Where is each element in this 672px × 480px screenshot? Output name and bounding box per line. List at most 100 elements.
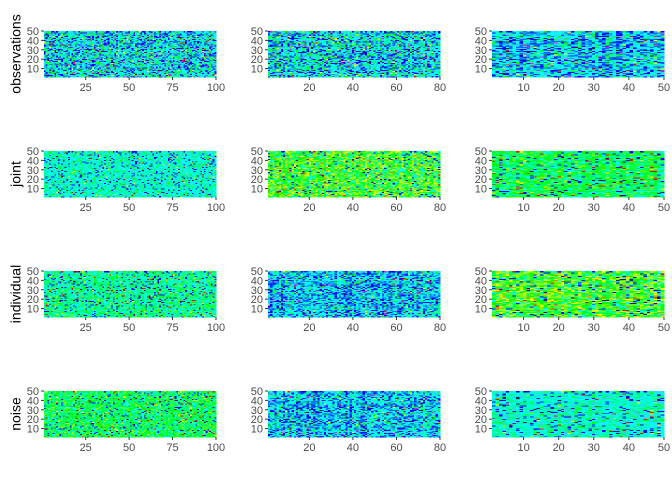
heatmap-cell <box>140 63 143 65</box>
heatmap-cell <box>190 65 193 68</box>
heatmap-cell <box>126 73 129 75</box>
heatmap-cell <box>104 67 107 70</box>
heatmap-cell <box>138 61 141 63</box>
heatmap-cell <box>105 72 109 74</box>
heatmap-cell <box>93 76 97 78</box>
heatmap-cell <box>200 66 203 69</box>
heatmap-cell <box>95 64 98 66</box>
heatmap-cell <box>62 69 66 72</box>
heatmap-cell <box>193 64 196 66</box>
heatmap-cell <box>68 62 71 64</box>
heatmap-cell <box>114 71 117 73</box>
heatmap-cell <box>169 67 172 70</box>
heatmap-cell <box>112 65 116 67</box>
heatmap-cell <box>183 63 186 65</box>
heatmap-cell <box>135 65 138 67</box>
heatmap-cell <box>195 76 198 78</box>
heatmap-cell <box>179 74 183 76</box>
heatmap-cell <box>105 68 109 71</box>
heatmap-cell <box>52 68 55 71</box>
heatmap-cell <box>83 70 86 73</box>
heatmap-cell <box>45 66 49 69</box>
heatmap-cell <box>136 67 140 70</box>
heatmap-cell <box>54 62 57 64</box>
heatmap-cell <box>71 71 74 73</box>
heatmap-cell <box>73 73 76 75</box>
heatmap-cell <box>90 75 93 77</box>
heatmap-cell <box>185 65 188 68</box>
heatmap-cell <box>71 64 74 66</box>
heatmap-cell <box>154 70 157 73</box>
heatmap-cell <box>112 70 116 73</box>
heatmap-cell <box>99 66 102 69</box>
heatmap-cell <box>88 65 92 68</box>
heatmap-cell <box>99 74 102 76</box>
heatmap-cell <box>59 65 62 67</box>
heatmap-cell <box>130 63 133 65</box>
heatmap-cell <box>179 61 183 63</box>
heatmap-cell <box>90 65 93 68</box>
heatmap-cell <box>49 65 52 67</box>
heatmap-cell <box>160 65 164 68</box>
heatmap-cell <box>166 68 169 71</box>
heatmap-cell <box>66 61 69 63</box>
heatmap-cell <box>147 68 150 71</box>
heatmap-cell <box>159 69 162 72</box>
heatmap-cell <box>62 73 66 75</box>
heatmap-cell <box>198 68 202 71</box>
heatmap-cell <box>140 67 143 70</box>
heatmap-cell <box>50 63 54 65</box>
heatmap-cell <box>45 65 49 67</box>
heatmap-cell <box>90 63 93 65</box>
heatmap-cell <box>111 66 114 69</box>
heatmap-cell <box>64 62 67 64</box>
heatmap-cell <box>119 71 122 73</box>
heatmap-cell <box>111 64 114 66</box>
heatmap-cell <box>95 75 98 77</box>
heatmap-cell <box>178 64 181 66</box>
heatmap-cell <box>87 63 90 65</box>
heatmap-cell <box>209 74 212 76</box>
heatmap-cell <box>126 68 129 71</box>
heatmap-cell <box>205 63 208 65</box>
heatmap-cell <box>81 67 85 70</box>
heatmap-cell <box>138 75 141 77</box>
heatmap-cell <box>157 69 160 72</box>
heatmap-cell <box>119 67 122 70</box>
heatmap-cell <box>61 76 64 78</box>
heatmap-cell <box>143 65 147 67</box>
heatmap-cell <box>209 76 212 78</box>
heatmap-cell <box>49 64 52 66</box>
heatmap-cell <box>81 74 85 76</box>
heatmap-cell <box>76 71 79 73</box>
heatmap-cell <box>126 62 129 64</box>
heatmap-cell <box>179 64 183 66</box>
heatmap-cell <box>69 72 73 74</box>
heatmap-cell <box>123 65 126 67</box>
heatmap-cell <box>104 61 107 63</box>
heatmap-cell <box>197 66 200 69</box>
heatmap-cell <box>107 62 110 64</box>
heatmap-cell <box>57 67 61 70</box>
heatmap-cell <box>171 65 174 68</box>
heatmap-cell <box>152 75 155 77</box>
heatmap-cell <box>155 70 159 73</box>
heatmap-cell <box>95 65 98 67</box>
heatmap-cell <box>83 63 86 65</box>
heatmap-cell <box>47 65 50 68</box>
heatmap-cell <box>97 69 100 72</box>
heatmap-cell <box>198 75 202 77</box>
heatmap-cell <box>76 64 79 66</box>
heatmap-cell <box>97 65 100 67</box>
heatmap-cell <box>47 71 50 73</box>
heatmap-cell <box>124 63 128 65</box>
heatmap-cell <box>109 76 112 78</box>
heatmap-cell <box>193 74 196 76</box>
heatmap-cell <box>135 62 138 64</box>
heatmap-cell <box>136 75 140 77</box>
heatmap-cell <box>116 66 119 69</box>
heatmap-cell <box>76 74 79 76</box>
heatmap-cell <box>114 65 117 67</box>
heatmap-cell <box>49 72 52 74</box>
heatmap-cell <box>164 69 167 72</box>
